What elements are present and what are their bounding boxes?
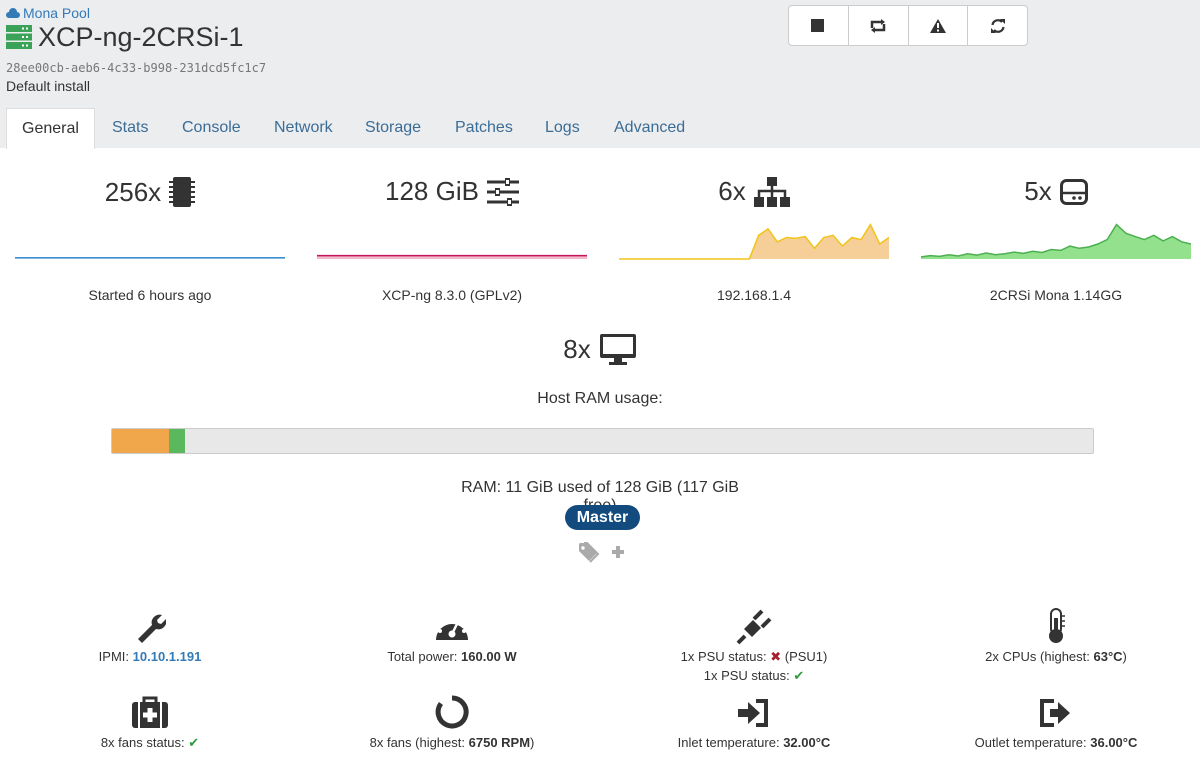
gpu-value: 8x (563, 333, 591, 364)
tab[interactable]: Patches (455, 119, 513, 136)
sensor: Total power: 160.00 W (302, 647, 602, 666)
sensor-label: Outlet temperature: (974, 735, 1087, 750)
refresh-button[interactable] (968, 6, 1027, 45)
sensor-label: Inlet temperature: (677, 735, 780, 750)
sign-out-icon (1040, 699, 1070, 727)
summary-number: 5x (1024, 176, 1052, 206)
sparkline (921, 223, 1191, 259)
ipmi-link[interactable]: 10.10.1.191 (132, 649, 202, 664)
sign-in-icon (738, 699, 768, 727)
tab[interactable]: Advanced (614, 119, 686, 136)
sensor-value: 6750 RPM (468, 735, 531, 750)
tab[interactable]: Network (274, 119, 333, 136)
sensor-label: 1x PSU status: (680, 649, 767, 664)
summary-number: 6x (718, 176, 746, 206)
tab[interactable]: Stats (112, 119, 149, 136)
status-fail: ✖ (770, 649, 782, 664)
summary-caption: 2CRSi Mona 1.14GG (989, 287, 1123, 303)
emergency-button[interactable] (909, 6, 969, 45)
ram-segment (112, 429, 169, 453)
sensor-value: 160.00 W (461, 649, 517, 664)
master-badge: Master (565, 505, 640, 530)
summary-value: 256x (0, 176, 300, 208)
sparkline-area (619, 224, 889, 259)
ram-bar (111, 428, 1094, 454)
server-icon (6, 25, 32, 49)
sparkline (619, 223, 889, 260)
sensor-value: 32.00°C (783, 735, 831, 750)
action-buttons (788, 5, 1028, 46)
tab[interactable]: Logs (545, 119, 580, 136)
sparkline-line (619, 223, 889, 260)
summary-value: 128 GiB (302, 176, 602, 207)
host-description: Default install (6, 78, 91, 94)
sensor: 2x CPUs (highest: 63°C) (906, 647, 1200, 666)
sensor-value: (PSU1) (784, 649, 828, 664)
tags-add[interactable] (578, 541, 628, 563)
sensor: Outlet temperature: 36.00°C (906, 733, 1200, 752)
pool-name[interactable]: Mona Pool (23, 5, 90, 21)
stop-button[interactable] (789, 6, 849, 45)
sparkline-line (921, 223, 1191, 258)
summary-number: 128 GiB (385, 176, 479, 206)
sensor-suffix: ) (530, 735, 535, 750)
summary-number: 256x (104, 176, 162, 207)
host-title: XCP-ng-2CRSi-1 (38, 22, 244, 52)
medkit-icon (132, 696, 168, 728)
status-ok: ✔ (188, 735, 200, 750)
sparkline (15, 256, 285, 259)
sensor-suffix: ) (1122, 649, 1127, 664)
status-ok: ✔ (793, 668, 805, 683)
restart-button[interactable] (849, 6, 909, 45)
sensor-label: 8x fans status: (100, 735, 185, 750)
plug-icon (736, 609, 772, 645)
tab[interactable]: General (6, 108, 95, 149)
tab[interactable]: Storage (365, 119, 422, 136)
sensor-label: 8x fans (highest: (369, 735, 465, 750)
summary-caption: 192.168.1.4 (717, 287, 791, 303)
thermometer-icon (1049, 608, 1065, 643)
sensor-value: 36.00°C (1090, 735, 1138, 750)
sensor-value: 63°C (1093, 649, 1123, 664)
sensor: Inlet temperature: 32.00°C (604, 733, 904, 752)
sensor-label: Total power: (387, 649, 458, 664)
summary-value: 6x (604, 176, 904, 207)
sensor-label: 1x PSU status: (703, 668, 790, 683)
tab[interactable]: Console (182, 119, 241, 136)
sparkline-area (317, 255, 587, 259)
sensor: 8x fans status: ✔ (0, 733, 300, 752)
wrench-icon (138, 614, 166, 643)
sensor: 8x fans (highest: 6750 RPM) (302, 733, 602, 752)
sensor: 1x PSU status: ✖ (PSU1) 1x PSU status: ✔ (604, 647, 904, 685)
ram-segment (168, 429, 185, 453)
sparkline-area (921, 224, 1191, 259)
sensor: IPMI: 10.10.1.191 (0, 647, 300, 666)
sparkline (317, 254, 587, 259)
host-uuid: 28ee00cb-aeb6-4c33-b998-231dcd5fc1c7 (6, 61, 267, 75)
sensor-label: 2x CPUs (highest: (985, 649, 1090, 664)
summary-caption: Started 6 hours ago (88, 287, 212, 303)
pool-link[interactable]: Mona Pool (6, 5, 90, 21)
summary-value: 5x (906, 176, 1200, 207)
summary-caption: XCP-ng 8.3.0 (GPLv2) (381, 287, 523, 303)
cloud-icon (6, 8, 20, 18)
ram-label: Host RAM usage: (537, 390, 663, 407)
sensor-label: IPMI: (98, 649, 130, 664)
gauge-icon (436, 617, 468, 640)
fan-icon (435, 695, 469, 729)
gpu-count: 8x (450, 333, 750, 365)
